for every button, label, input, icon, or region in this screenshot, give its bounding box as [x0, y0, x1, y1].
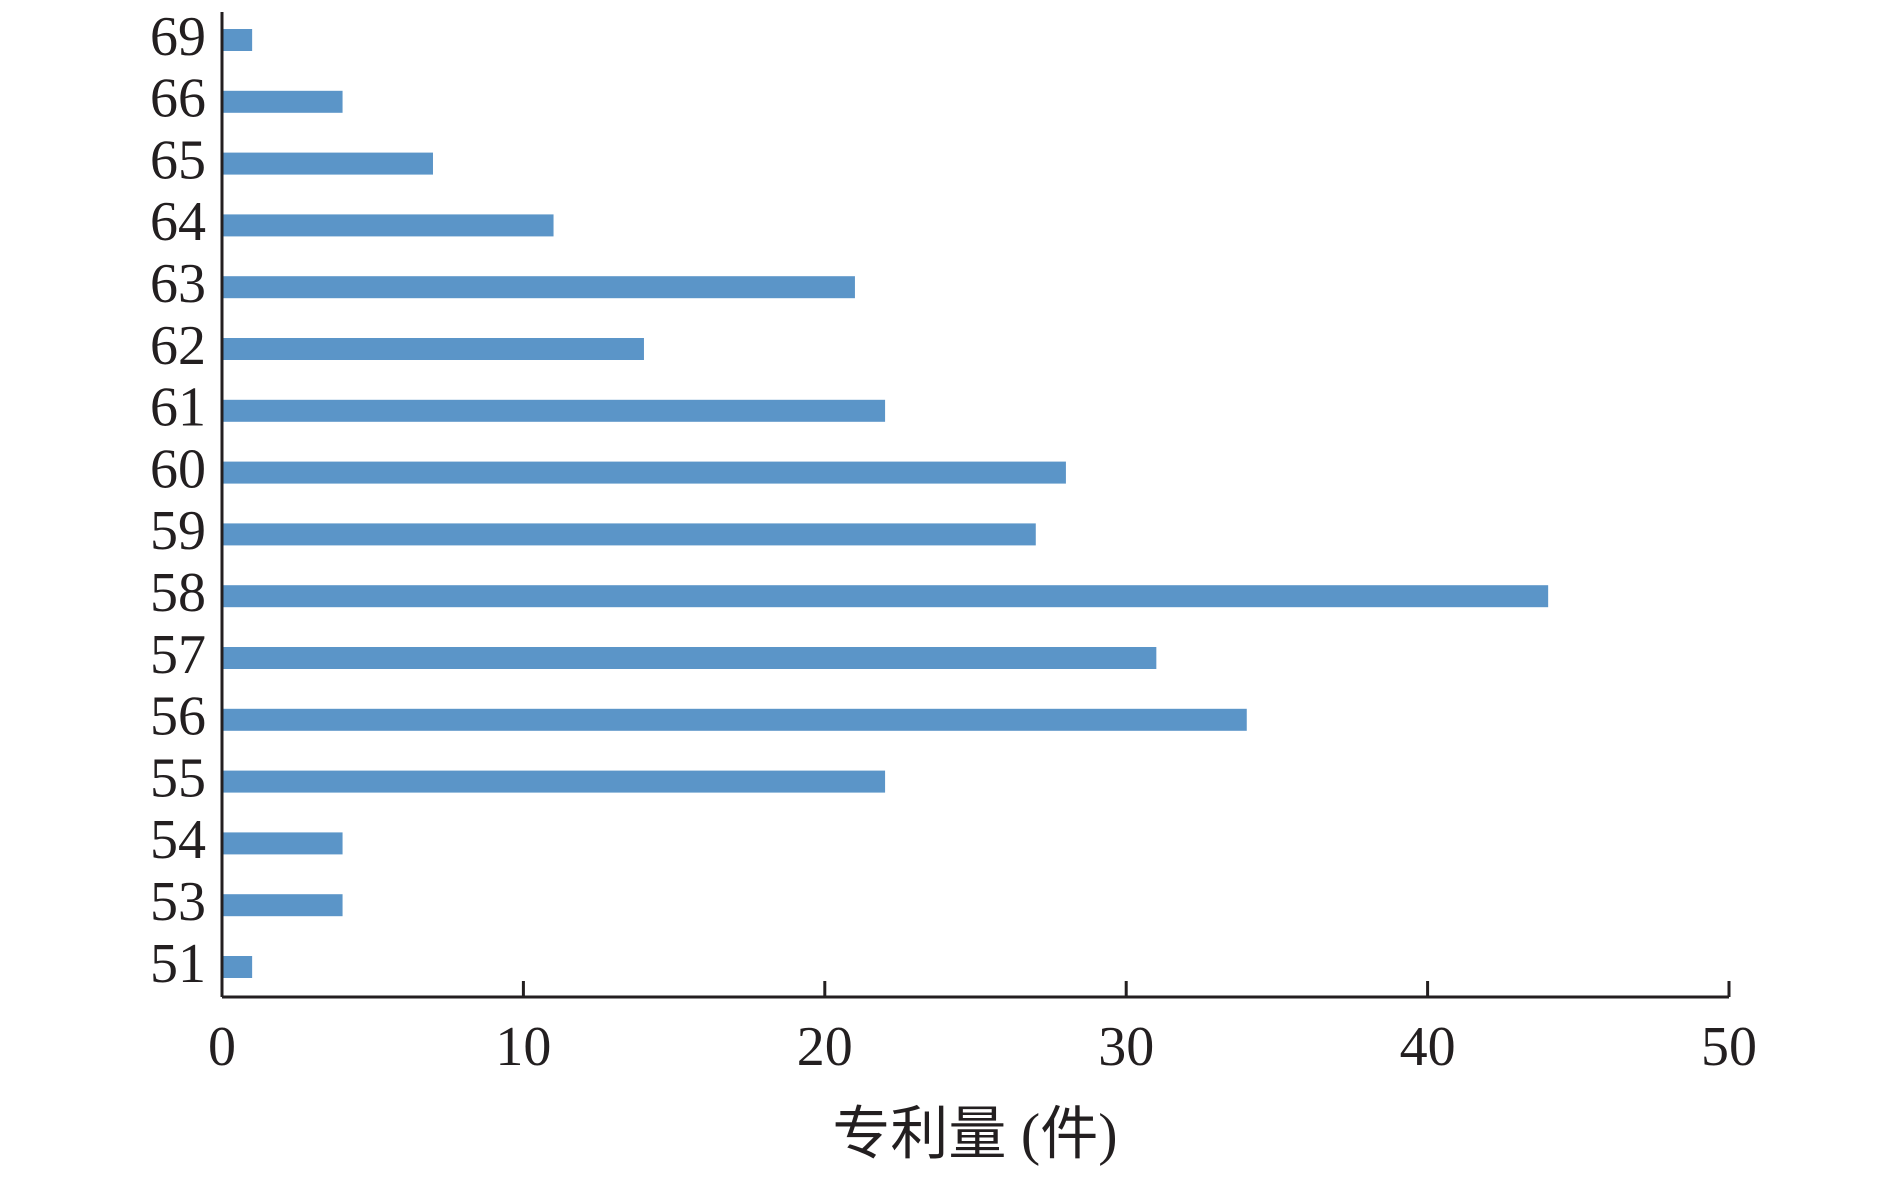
bar — [222, 399, 886, 422]
x-tick-label: 50 — [1701, 1016, 1757, 1078]
y-tick-label: 66 — [150, 68, 206, 130]
x-tick-label: 0 — [208, 1016, 236, 1078]
y-tick-label: 63 — [150, 253, 206, 315]
bar — [222, 90, 343, 113]
bar — [222, 585, 1549, 608]
y-tick-label: 56 — [150, 686, 206, 748]
x-tick-label: 40 — [1400, 1016, 1456, 1078]
x-tick-label: 20 — [797, 1016, 853, 1078]
x-axis-title: 专利量 (件) — [832, 1101, 1117, 1166]
bar — [222, 29, 253, 51]
bar — [222, 770, 886, 793]
y-tick-label: 51 — [150, 933, 206, 995]
y-tick-label: 55 — [150, 747, 206, 809]
bar — [222, 461, 1066, 484]
bar — [222, 708, 1247, 731]
y-tick-label: 62 — [150, 315, 206, 377]
y-tick-label: 59 — [150, 500, 206, 562]
bar — [222, 214, 554, 237]
bar — [222, 523, 1036, 546]
y-tick-label: 58 — [150, 562, 206, 624]
y-tick-label: 69 — [150, 6, 206, 68]
y-tick-label: 64 — [150, 191, 206, 253]
x-tick-label: 10 — [495, 1016, 551, 1078]
bar — [222, 956, 253, 978]
bar — [222, 338, 644, 360]
y-tick-label: 54 — [150, 809, 206, 871]
y-tick-label: 60 — [150, 438, 206, 500]
bar — [222, 152, 433, 175]
y-tick-label: 61 — [150, 377, 206, 439]
y-tick-label: 65 — [150, 129, 206, 191]
bar — [222, 832, 343, 855]
x-tick-label: 30 — [1098, 1016, 1154, 1078]
bar — [222, 276, 855, 299]
y-tick-label: 53 — [150, 871, 206, 933]
bar — [222, 647, 1157, 669]
bar — [222, 894, 343, 917]
y-tick-label: 57 — [150, 624, 206, 686]
